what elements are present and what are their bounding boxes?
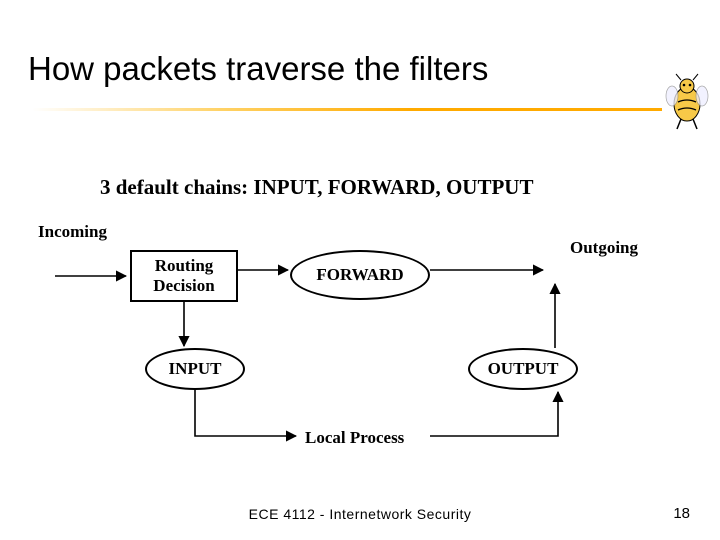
page-number: 18 xyxy=(673,505,690,522)
subtitle-text: 3 default chains: INPUT, FORWARD, OUTPUT xyxy=(100,175,533,200)
node-output: OUTPUT xyxy=(468,348,578,390)
mascot-icon xyxy=(662,72,712,132)
node-input-label: INPUT xyxy=(169,359,222,379)
outgoing-label: Outgoing xyxy=(570,238,638,258)
local-process-label: Local Process xyxy=(305,428,404,448)
node-output-label: OUTPUT xyxy=(488,359,559,379)
footer-text: ECE 4112 - Internetwork Security xyxy=(0,506,720,522)
title-underline xyxy=(32,108,662,111)
slide-title: How packets traverse the filters xyxy=(28,50,488,88)
node-forward: FORWARD xyxy=(290,250,430,300)
node-forward-label: FORWARD xyxy=(316,265,403,285)
incoming-label: Incoming xyxy=(38,222,107,242)
node-routing-decision: Routing Decision xyxy=(130,250,238,302)
node-routing-l1: Routing xyxy=(155,256,214,276)
node-input: INPUT xyxy=(145,348,245,390)
node-routing-l2: Decision xyxy=(153,276,214,296)
